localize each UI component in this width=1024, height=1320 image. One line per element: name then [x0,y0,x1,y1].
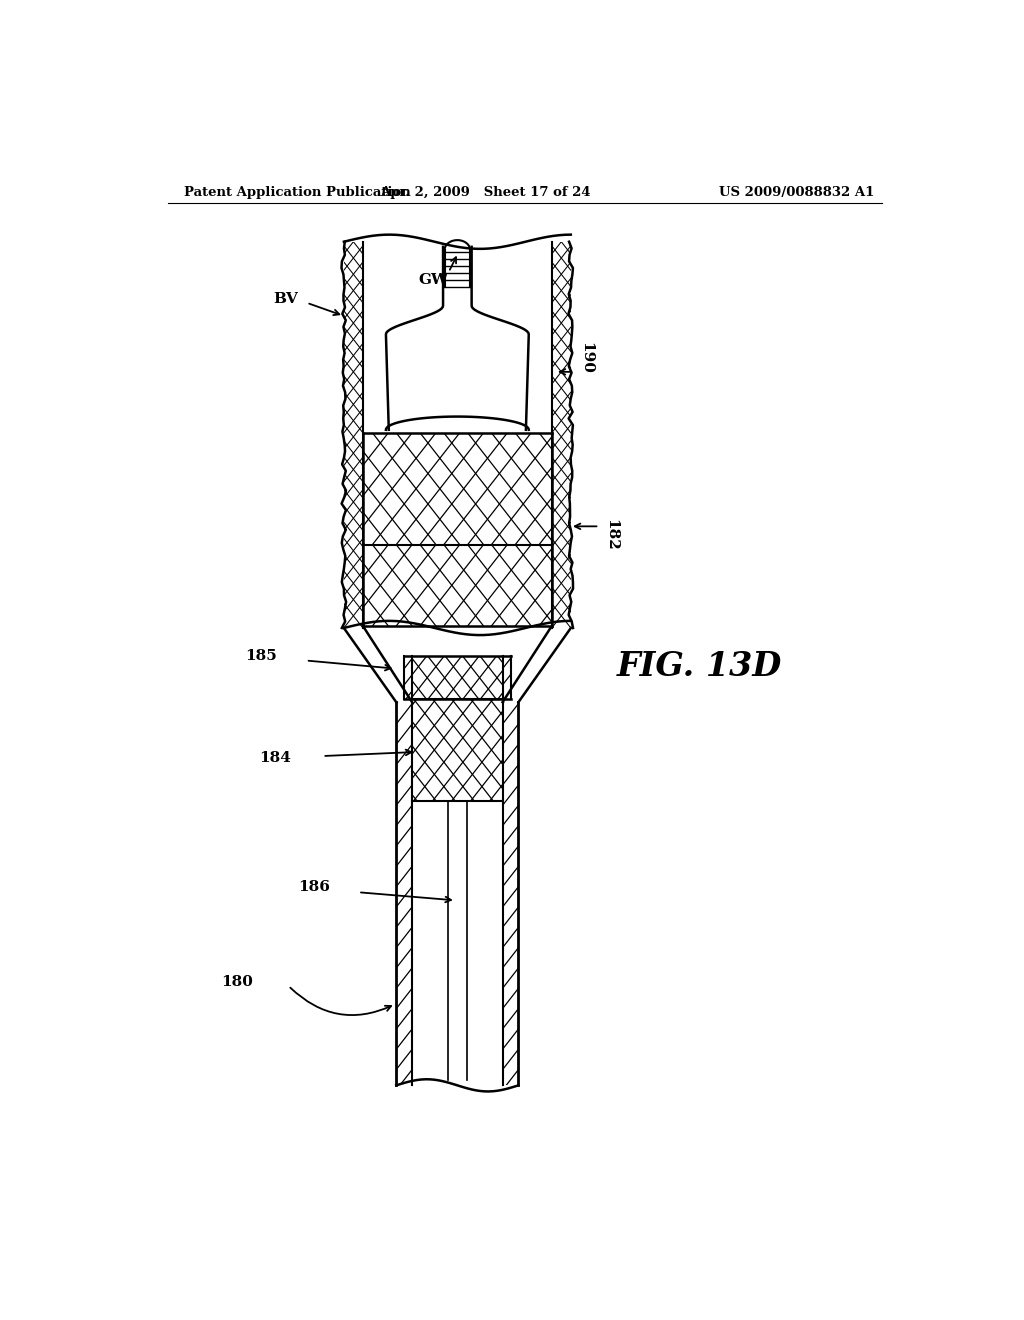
Text: BV: BV [273,292,299,306]
Text: 184: 184 [259,751,291,766]
Text: 186: 186 [298,880,331,894]
Text: 190: 190 [579,342,593,374]
Text: FIG. 13D: FIG. 13D [616,651,782,684]
Text: GW: GW [419,273,449,288]
Text: Patent Application Publication: Patent Application Publication [183,186,411,199]
Text: 180: 180 [221,974,253,989]
Text: US 2009/0088832 A1: US 2009/0088832 A1 [719,186,873,199]
Text: 185: 185 [246,649,278,664]
Text: 182: 182 [604,519,618,550]
Text: Apr. 2, 2009   Sheet 17 of 24: Apr. 2, 2009 Sheet 17 of 24 [380,186,591,199]
